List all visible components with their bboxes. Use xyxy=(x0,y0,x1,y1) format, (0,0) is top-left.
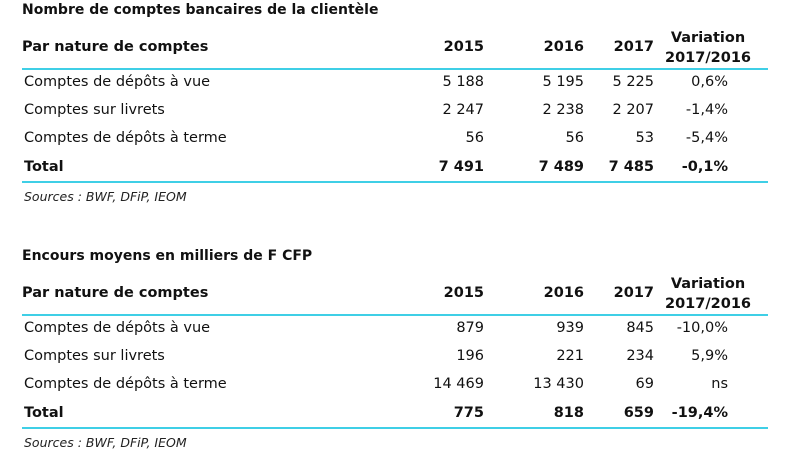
total-variation: -0,1% xyxy=(681,159,728,175)
header-variation-line2: 2017/2016 xyxy=(664,50,751,66)
row-variation: -5,4% xyxy=(685,130,728,146)
total-label: Total xyxy=(24,159,64,175)
source-note: Sources : BWF, DFiP, IEOM xyxy=(24,435,187,450)
table-row: Comptes sur livrets 196 221 234 5,9% xyxy=(22,344,768,372)
table-header: Par nature de comptes 2015 2016 2017 Var… xyxy=(22,272,768,316)
table-row: Comptes de dépôts à terme 14 469 13 430 … xyxy=(22,372,768,400)
row-2015: 2 247 xyxy=(442,102,484,118)
row-2016: 939 xyxy=(556,320,584,336)
row-variation: 5,9% xyxy=(691,348,728,364)
table-row: Comptes de dépôts à vue 5 188 5 195 5 22… xyxy=(22,70,768,98)
row-2015: 879 xyxy=(456,320,484,336)
row-2017: 845 xyxy=(626,320,654,336)
row-label: Comptes de dépôts à terme xyxy=(24,376,227,392)
total-2015: 7 491 xyxy=(438,159,484,175)
row-2016: 5 195 xyxy=(542,74,584,90)
row-2015: 5 188 xyxy=(442,74,484,90)
header-2017: 2017 xyxy=(613,39,654,55)
row-2016: 13 430 xyxy=(533,376,584,392)
table-total-row: Total 7 491 7 489 7 485 -0,1% xyxy=(22,155,768,183)
row-label: Comptes de dépôts à vue xyxy=(24,320,211,336)
total-label: Total xyxy=(24,405,64,421)
header-variation-line2: 2017/2016 xyxy=(664,296,751,312)
row-variation: 0,6% xyxy=(691,74,728,90)
header-variation-line1: Variation xyxy=(670,30,746,46)
row-label: Comptes sur livrets xyxy=(24,102,165,118)
row-2017: 2 207 xyxy=(612,102,654,118)
header-variation: Variation 2017/2016 xyxy=(656,28,760,68)
header-label: Par nature de comptes xyxy=(22,39,209,55)
row-label: Comptes de dépôts à vue xyxy=(24,74,211,90)
row-variation: -1,4% xyxy=(685,102,728,118)
row-2015: 56 xyxy=(465,130,484,146)
header-variation: Variation 2017/2016 xyxy=(656,274,760,314)
table-title: Nombre de comptes bancaires de la client… xyxy=(22,2,379,18)
total-2017: 659 xyxy=(623,405,654,421)
header-2016: 2016 xyxy=(543,39,584,55)
row-2016: 56 xyxy=(565,130,584,146)
header-2017: 2017 xyxy=(613,285,654,301)
header-label: Par nature de comptes xyxy=(22,285,209,301)
table-row: Comptes de dépôts à vue 879 939 845 -10,… xyxy=(22,316,768,344)
row-2017: 234 xyxy=(626,348,654,364)
table-row: Comptes sur livrets 2 247 2 238 2 207 -1… xyxy=(22,98,768,126)
header-2015: 2015 xyxy=(443,39,484,55)
table-total-row: Total 775 818 659 -19,4% xyxy=(22,401,768,429)
row-label: Comptes sur livrets xyxy=(24,348,165,364)
header-2016: 2016 xyxy=(543,285,584,301)
total-2015: 775 xyxy=(453,405,484,421)
row-variation: -10,0% xyxy=(676,320,728,336)
row-label: Comptes de dépôts à terme xyxy=(24,130,227,146)
header-2015: 2015 xyxy=(443,285,484,301)
total-2016: 818 xyxy=(553,405,584,421)
table-title: Encours moyens en milliers de F CFP xyxy=(22,248,313,264)
table-row: Comptes de dépôts à terme 56 56 53 -5,4% xyxy=(22,126,768,154)
row-2017: 69 xyxy=(635,376,654,392)
total-variation: -19,4% xyxy=(671,405,728,421)
total-2017: 7 485 xyxy=(608,159,654,175)
row-2016: 221 xyxy=(556,348,584,364)
row-2015: 14 469 xyxy=(433,376,484,392)
row-2017: 5 225 xyxy=(612,74,654,90)
source-note: Sources : BWF, DFiP, IEOM xyxy=(24,189,187,204)
row-2017: 53 xyxy=(635,130,654,146)
total-2016: 7 489 xyxy=(538,159,584,175)
row-2016: 2 238 xyxy=(542,102,584,118)
row-2015: 196 xyxy=(456,348,484,364)
table-header: Par nature de comptes 2015 2016 2017 Var… xyxy=(22,26,768,70)
header-variation-line1: Variation xyxy=(670,276,746,292)
row-variation: ns xyxy=(711,376,728,392)
